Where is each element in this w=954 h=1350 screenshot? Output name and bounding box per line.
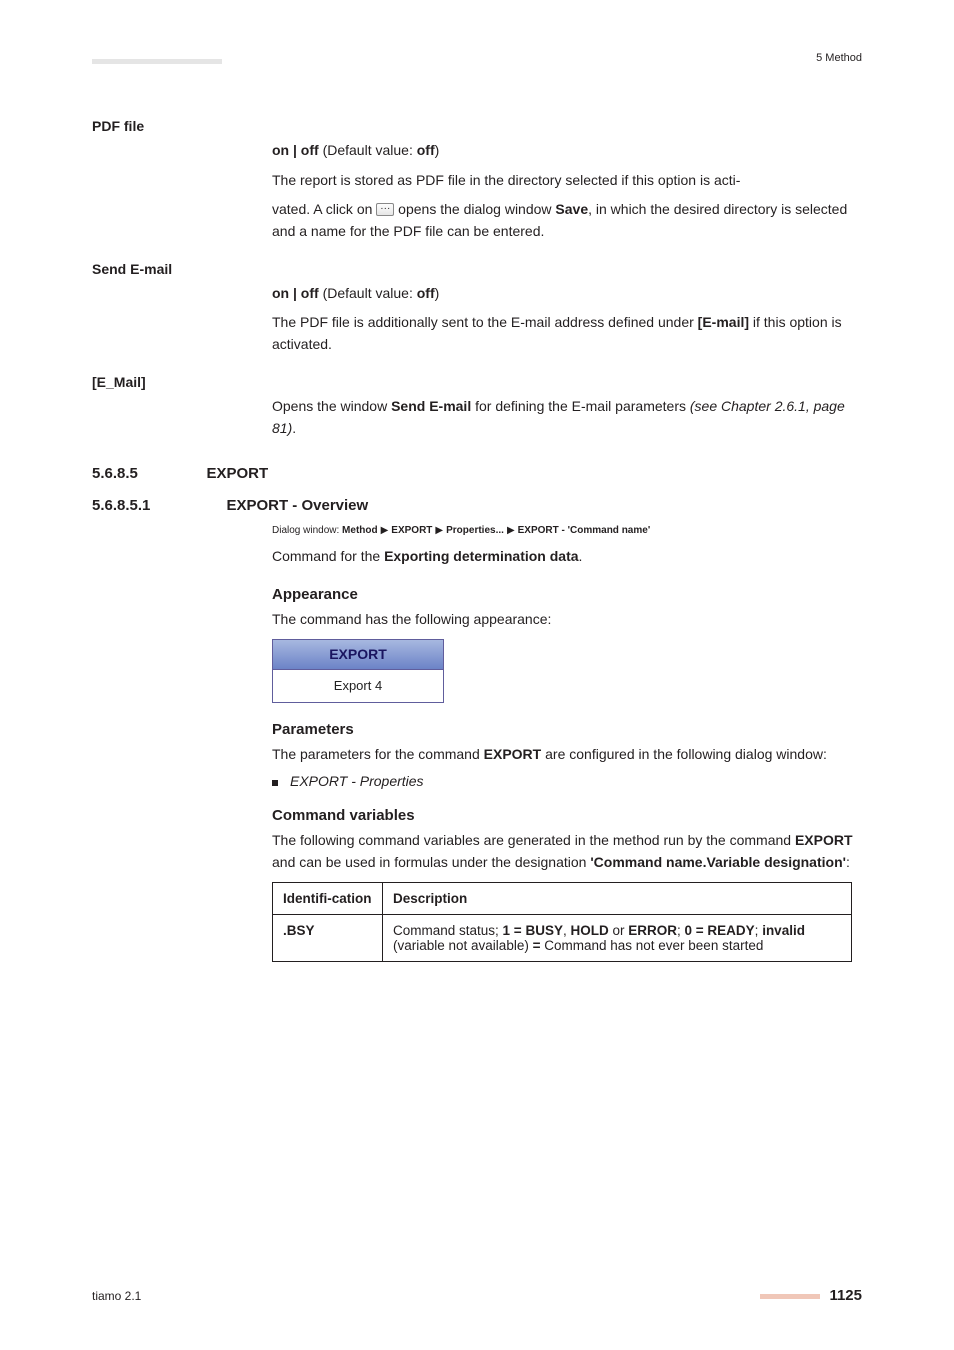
path-pre: Dialog window:: [272, 525, 342, 536]
page-content: PDF file on | off (Default value: off) T…: [92, 100, 862, 962]
label-pdf-file: PDF file: [92, 118, 862, 134]
send-email-desc: The PDF file is additionally sent to the…: [272, 312, 862, 355]
section-5685-num: 5.6.8.5: [92, 465, 202, 482]
cmd-vars-text: The following command variables are gene…: [272, 830, 862, 873]
heading-appearance: Appearance: [272, 586, 862, 603]
section-56851-title: EXPORT - Overview: [226, 497, 368, 514]
parameters-bullet: EXPORT - Properties: [272, 773, 862, 789]
pdf-desc-line1: The report is stored as PDF file in the …: [272, 170, 862, 192]
footer-left: tiamo 2.1: [92, 1289, 141, 1303]
section-56851-num: 5.6.8.5.1: [92, 497, 222, 514]
export-cmd-line: Command for the Exporting determination …: [272, 546, 862, 568]
section-56851: 5.6.8.5.1 EXPORT - Overview: [92, 497, 862, 515]
pdf-desc-line2-before: vated. A click on: [272, 201, 376, 217]
td-id: .BSY: [273, 914, 383, 961]
path-2: EXPORT: [391, 525, 432, 536]
footer-page: 1125: [829, 1287, 862, 1304]
label-e-mail: [E_Mail]: [92, 374, 862, 390]
footer-right: 1125: [760, 1287, 862, 1304]
table-header-row: Identifi-cation Description: [273, 882, 852, 914]
path-3: Properties...: [446, 525, 504, 536]
header-section: 5 Method: [816, 52, 862, 64]
send-email-option-line: on | off (Default value: off): [272, 283, 862, 305]
path-1: Method: [342, 525, 378, 536]
export-box-sub: Export 4: [273, 670, 443, 702]
export-command-box: EXPORT Export 4: [272, 639, 444, 703]
path-4: EXPORT - 'Command name': [518, 525, 651, 536]
page-footer: tiamo 2.1 1125: [92, 1287, 862, 1304]
bullet-square-icon: [272, 780, 278, 786]
heading-parameters: Parameters: [272, 721, 862, 738]
parameters-text: The parameters for the command EXPORT ar…: [272, 744, 862, 766]
cmd-vars-table: Identifi-cation Description .BSY Command…: [272, 882, 852, 962]
section-5685-title: EXPORT: [206, 465, 268, 482]
pdf-desc-line2: vated. A click on ··· opens the dialog w…: [272, 199, 862, 242]
appearance-text: The command has the following appearance…: [272, 609, 862, 631]
section-5685: 5.6.8.5 EXPORT: [92, 465, 862, 483]
th-description: Description: [383, 882, 852, 914]
table-row: .BSY Command status; 1 = BUSY, HOLD or E…: [273, 914, 852, 961]
pdf-option-line: on | off (Default value: off): [272, 140, 862, 162]
header-bar: [92, 59, 222, 64]
label-send-email: Send E-mail: [92, 261, 862, 277]
export-box-title: EXPORT: [273, 640, 443, 670]
e-mail-desc: Opens the window Send E-mail for definin…: [272, 396, 862, 439]
heading-cmd-vars: Command variables: [272, 807, 862, 824]
footer-dots-icon: [760, 1294, 820, 1299]
ellipsis-icon: ···: [376, 203, 394, 216]
dialog-path: Dialog window: Method▶EXPORT▶Properties.…: [272, 525, 862, 536]
th-identification: Identifi-cation: [273, 882, 383, 914]
parameters-bullet-text: EXPORT - Properties: [290, 773, 424, 789]
td-desc: Command status; 1 = BUSY, HOLD or ERROR;…: [383, 914, 852, 961]
td-id-text: .BSY: [283, 923, 315, 938]
